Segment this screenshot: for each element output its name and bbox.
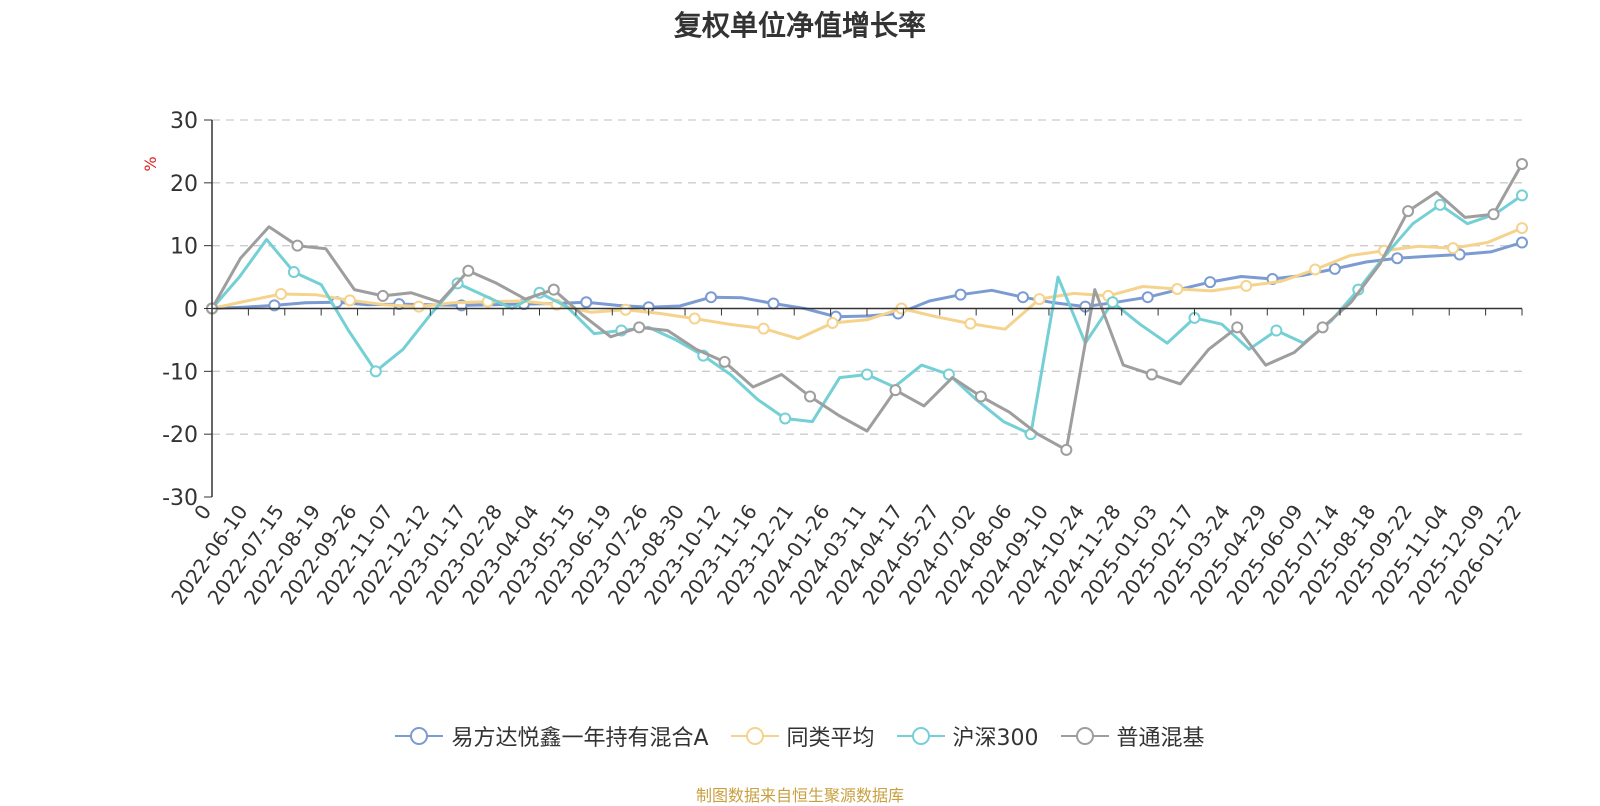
series-point-1	[1309, 263, 1322, 276]
series-point-3	[291, 239, 304, 252]
series-point-1	[1171, 283, 1184, 296]
series-point-3	[1516, 157, 1528, 170]
legend-swatch-icon	[1060, 727, 1109, 745]
series-point-2	[369, 365, 382, 378]
series-point-3	[462, 264, 475, 277]
series-point-2	[1106, 296, 1119, 309]
y-axis-label: %	[141, 156, 160, 171]
y-tick-label: -10	[162, 360, 198, 385]
series-point-3	[804, 390, 817, 403]
series-point-0	[767, 297, 780, 310]
series-point-0	[1516, 236, 1528, 249]
series-point-2	[287, 266, 300, 279]
series-point-3	[1231, 321, 1244, 334]
series-point-2	[1434, 198, 1447, 211]
source-note: 制图数据来自恒生聚源数据库	[695, 786, 904, 805]
series-point-3	[547, 283, 560, 296]
series-point-0	[954, 288, 967, 301]
series-point-0	[580, 296, 593, 309]
y-tick-label: -30	[162, 486, 198, 511]
y-tick-label: 10	[170, 235, 198, 260]
series-point-3	[1402, 205, 1415, 218]
legend-item-fund[interactable]: 易方达悦鑫一年持有混合A	[395, 720, 709, 752]
legend-label: 易方达悦鑫一年持有混合A	[451, 726, 709, 751]
y-tick-label: 30	[170, 109, 198, 134]
series-point-1	[343, 294, 356, 307]
legend-item-peer-average[interactable]: 同类平均	[730, 720, 875, 752]
legend-item-mixed-fund[interactable]: 普通混基	[1060, 720, 1205, 752]
series-point-2	[1270, 324, 1283, 337]
series-point-0	[1204, 276, 1217, 289]
y-tick-label: 20	[170, 172, 198, 197]
x-tick-label: 0	[189, 500, 216, 524]
series-point-1	[757, 322, 770, 335]
series-point-0	[1328, 262, 1341, 275]
series-point-2	[1516, 189, 1528, 202]
series-point-1	[1240, 279, 1253, 292]
series-point-3	[1487, 208, 1500, 221]
series-point-2	[861, 368, 873, 381]
series-point-1	[619, 303, 632, 316]
series-point-3	[718, 355, 731, 368]
series-point-0	[1391, 252, 1404, 265]
series-point-1	[688, 312, 701, 325]
legend-swatch-icon	[896, 727, 945, 745]
series-point-2	[779, 412, 792, 425]
legend-swatch-icon	[395, 727, 444, 745]
y-tick-label: 0	[184, 298, 198, 323]
legend-label: 普通混基	[1116, 726, 1205, 751]
series-point-3	[1316, 321, 1329, 334]
chart-title: 复权单位净值增长率	[673, 9, 926, 42]
series-point-1	[1033, 293, 1046, 306]
series-point-3	[1060, 443, 1073, 456]
series-point-0	[1141, 291, 1154, 304]
series-point-3	[1145, 368, 1158, 381]
line-chart: 3020100-10-20-3002022-06-102022-07-15202…	[141, 109, 1528, 609]
series-line-3	[210, 163, 1524, 452]
y-tick-label: -20	[162, 423, 198, 448]
series-point-1	[964, 317, 977, 330]
series-point-1	[274, 288, 287, 301]
series-point-1	[1447, 242, 1460, 255]
series-point-0	[705, 291, 718, 304]
series-point-3	[633, 321, 646, 334]
series-point-0	[1016, 291, 1029, 304]
series-point-1	[826, 316, 839, 329]
series-point-3	[376, 289, 389, 302]
legend-swatch-icon	[730, 727, 779, 745]
series-point-1	[1516, 222, 1528, 235]
legend-label: 同类平均	[786, 726, 875, 751]
series-point-3	[889, 384, 902, 397]
chart-legend: 易方达悦鑫一年持有混合A 同类平均 沪深300 普通混基	[0, 720, 1600, 752]
series-line-1	[211, 226, 1523, 341]
legend-label: 沪深300	[952, 726, 1039, 751]
series-point-3	[974, 390, 987, 403]
series-point-1	[412, 300, 425, 313]
legend-item-hs300[interactable]: 沪深300	[896, 720, 1039, 752]
